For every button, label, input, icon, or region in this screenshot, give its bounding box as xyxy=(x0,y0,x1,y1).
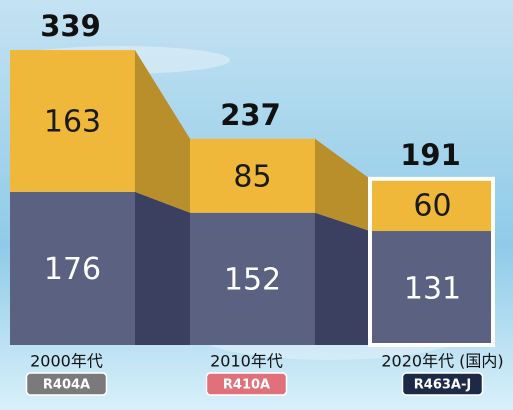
tag-badge xyxy=(25,372,108,396)
segment-label: 131 xyxy=(404,272,461,307)
connector xyxy=(135,191,190,345)
segment-label: 152 xyxy=(224,262,281,297)
total-label: 237 xyxy=(220,98,281,132)
segment-label: 60 xyxy=(413,188,451,223)
bar-segment xyxy=(190,212,315,345)
bar-segment xyxy=(370,178,495,232)
category-label: 2010年代 xyxy=(210,352,283,371)
category-label: 2020年代 (国内) xyxy=(381,352,503,371)
bar-segment xyxy=(190,138,315,213)
segment-label: 85 xyxy=(233,159,271,194)
tag-label: R410A xyxy=(223,378,270,393)
segment-label: 176 xyxy=(44,252,101,287)
total-label: 191 xyxy=(400,138,461,172)
segment-label: 163 xyxy=(44,104,101,139)
bar-segment xyxy=(10,50,135,192)
connector xyxy=(315,212,370,345)
tag-badge xyxy=(205,372,288,396)
connector xyxy=(135,50,190,213)
tag-label: R463A-J xyxy=(414,378,471,393)
tag-label: R404A xyxy=(43,378,90,393)
bar-segment xyxy=(370,231,495,345)
highlight-frame xyxy=(368,176,495,347)
connector xyxy=(315,138,370,232)
bar-segment xyxy=(10,191,135,345)
total-label: 339 xyxy=(40,9,101,43)
tag-badge xyxy=(401,372,484,396)
category-label: 2000年代 xyxy=(30,352,103,371)
